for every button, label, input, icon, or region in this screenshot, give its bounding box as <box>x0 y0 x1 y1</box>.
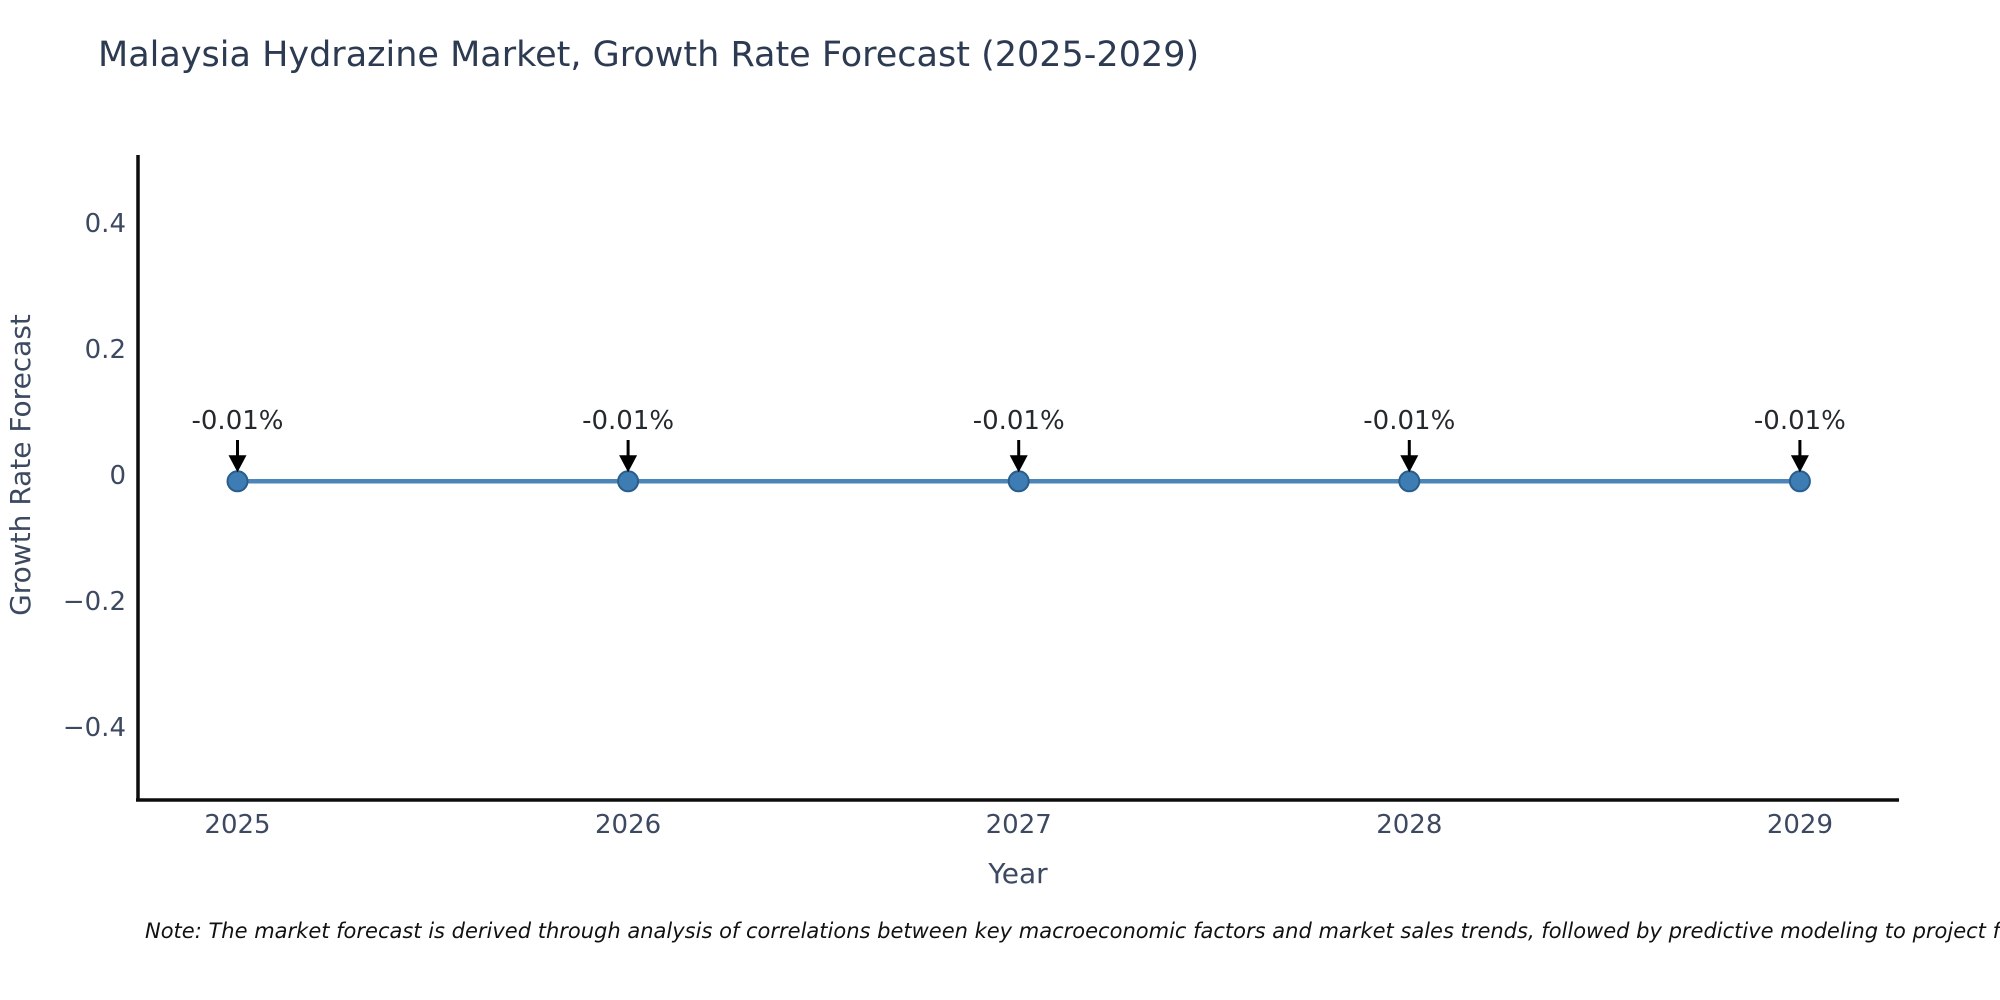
x-tick-label: 2025 <box>204 810 270 840</box>
y-tick-label: 0.2 <box>85 335 126 365</box>
point-annotation: -0.01% <box>582 406 674 473</box>
annotation-label: -0.01% <box>582 406 674 436</box>
forecast-line-series <box>226 470 1811 493</box>
point-annotations: -0.01% -0.01% -0.01% -0.01% -0.01% <box>192 406 1846 473</box>
point-annotation: -0.01% <box>192 406 284 473</box>
x-tick-label: 2029 <box>1767 810 1833 840</box>
x-tick-label: 2028 <box>1376 810 1442 840</box>
chart-title: Malaysia Hydrazine Market, Growth Rate F… <box>98 35 1199 75</box>
data-point-marker <box>1398 470 1421 493</box>
point-annotation: -0.01% <box>1754 406 1846 473</box>
x-tick-label: 2027 <box>986 810 1052 840</box>
x-axis-tick-labels: 2025 2026 2027 2028 2029 <box>204 810 1833 840</box>
point-annotation: -0.01% <box>973 406 1065 473</box>
annotation-arrowhead-icon <box>1009 455 1028 473</box>
annotation-arrowhead-icon <box>1400 455 1419 473</box>
point-annotation: -0.01% <box>1363 406 1455 473</box>
data-point-marker <box>1007 470 1030 493</box>
y-tick-label: 0.4 <box>85 209 126 239</box>
annotation-arrowhead-icon <box>228 455 247 473</box>
x-tick-label: 2026 <box>595 810 661 840</box>
y-tick-label: −0.2 <box>63 587 126 617</box>
footnote: Note: The market forecast is derived thr… <box>145 919 2000 943</box>
data-point-marker <box>617 470 640 493</box>
data-point-marker <box>226 470 249 493</box>
annotation-label: -0.01% <box>973 406 1065 436</box>
annotation-label: -0.01% <box>1363 406 1455 436</box>
y-tick-label: 0 <box>109 461 126 491</box>
annotation-label: -0.01% <box>192 406 284 436</box>
annotation-arrowhead-icon <box>619 455 638 473</box>
annotation-arrowhead-icon <box>1790 455 1809 473</box>
y-axis-title: Growth Rate Forecast <box>4 314 37 616</box>
y-tick-label: −0.4 <box>63 713 126 743</box>
annotation-label: -0.01% <box>1754 406 1846 436</box>
x-axis-title: Year <box>987 857 1048 890</box>
y-axis-tick-labels: 0.4 0.2 0 −0.2 −0.4 <box>63 209 126 743</box>
data-point-marker <box>1788 470 1811 493</box>
